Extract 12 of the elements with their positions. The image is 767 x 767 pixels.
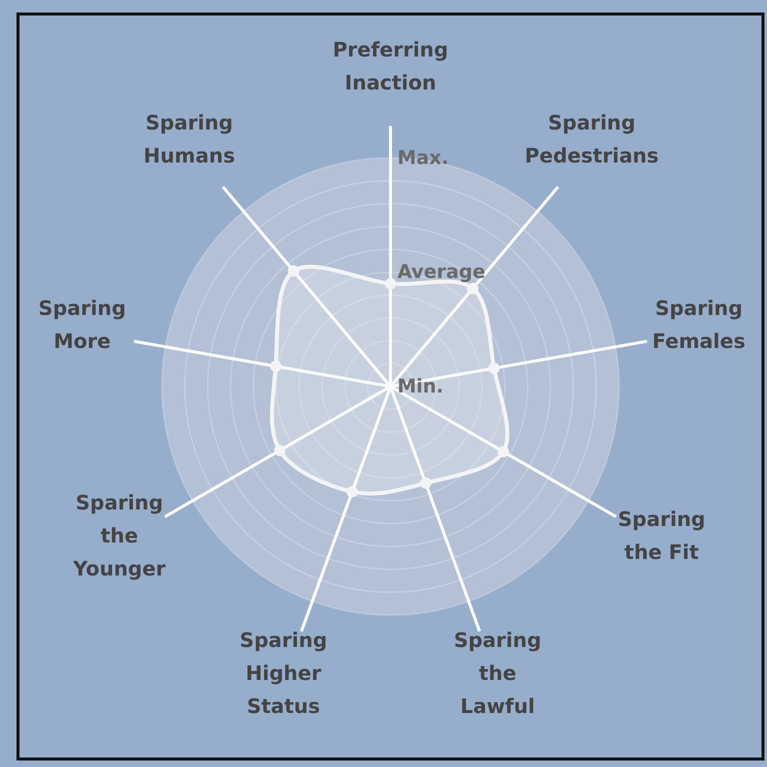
spoke-label: Preferring Inaction <box>332 37 448 94</box>
spoke-label: Sparing the Lawful <box>454 628 542 718</box>
spoke-label: Sparing Females <box>652 296 746 354</box>
spoke-label: Sparing More <box>38 296 126 354</box>
spoke-label: Sparing the Younger <box>72 490 166 581</box>
spoke-label: Sparing Humans <box>144 110 235 168</box>
spoke-label: Sparing Pedestrians <box>524 110 659 168</box>
y-tick-label: Max. <box>397 146 449 169</box>
spoke-label: Sparing the Fit <box>618 507 706 564</box>
y-tick-label: Min. <box>397 376 444 398</box>
y-tick-label: Average <box>397 261 486 284</box>
spoke-label: Sparing Higher Status <box>240 628 328 718</box>
